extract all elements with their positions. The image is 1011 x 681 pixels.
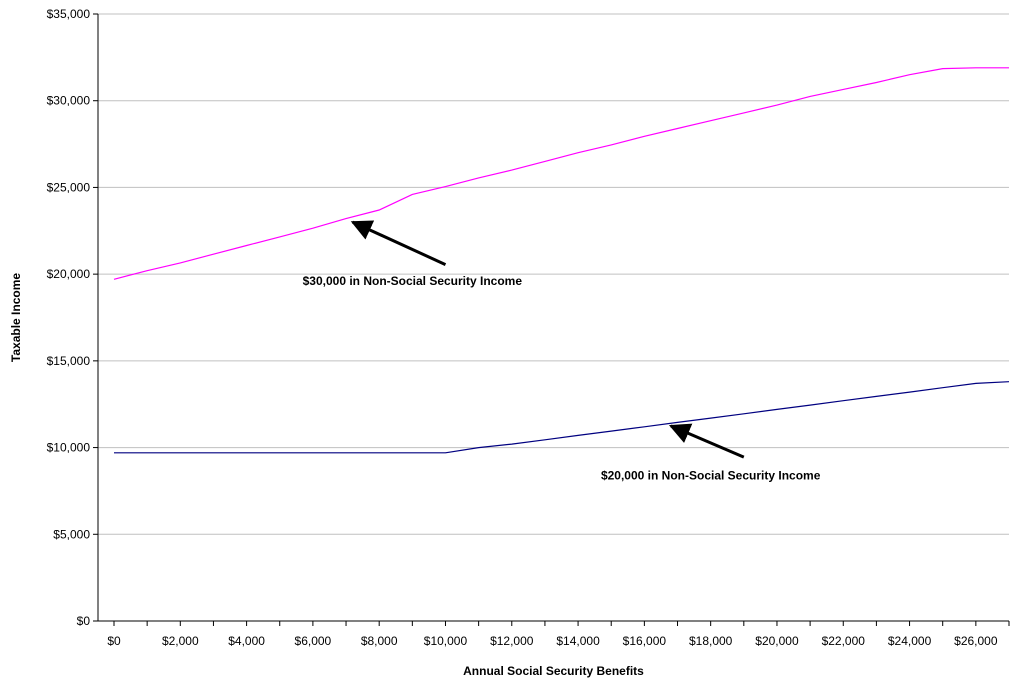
x-tick-label: $2,000 (162, 634, 199, 648)
x-axis-title: Annual Social Security Benefits (463, 664, 644, 678)
x-tick-label: $12,000 (490, 634, 534, 648)
x-tick-label: $8,000 (361, 634, 398, 648)
x-tick-label: $26,000 (954, 634, 998, 648)
x-tick-label: $14,000 (556, 634, 600, 648)
series-line-1 (113, 67, 1009, 280)
series-line-2 (114, 381, 1010, 454)
x-tick-label: $4,000 (228, 634, 265, 648)
gridlines (98, 13, 1009, 535)
x-tick-label: $24,000 (888, 634, 932, 648)
annotation-arrow-1 (350, 220, 447, 266)
y-tick-label: $35,000 (47, 7, 91, 21)
x-tick-label: $16,000 (623, 634, 667, 648)
series-lines (113, 67, 1010, 454)
annotation-label-2: $20,000 in Non-Social Security Income (601, 468, 821, 482)
x-tick-label: $18,000 (689, 634, 733, 648)
x-tick-label: $6,000 (295, 634, 332, 648)
annotations: $30,000 in Non-Social Security Income $20… (303, 220, 821, 482)
x-tick-label: $10,000 (424, 634, 468, 648)
y-tick-label: $15,000 (47, 354, 91, 368)
y-axis-title: Taxable Income (9, 273, 23, 362)
annotation-label-1: $30,000 in Non-Social Security Income (303, 274, 523, 288)
y-tick-label: $10,000 (47, 441, 91, 455)
annotation-arrow-2 (668, 423, 745, 459)
axes: $0 $5,000 $10,000 $15,000 $20,000 $25,000 $30,… (47, 7, 1010, 648)
x-tick-label: $0 (107, 634, 121, 648)
y-tick-label: $0 (77, 614, 91, 628)
y-tick-label: $20,000 (47, 267, 91, 281)
x-tick-label: $20,000 (755, 634, 799, 648)
y-tick-label: $30,000 (47, 94, 91, 108)
x-tick-label: $22,000 (822, 634, 866, 648)
y-tick-label: $5,000 (53, 527, 90, 541)
y-tick-label: $25,000 (47, 180, 91, 194)
